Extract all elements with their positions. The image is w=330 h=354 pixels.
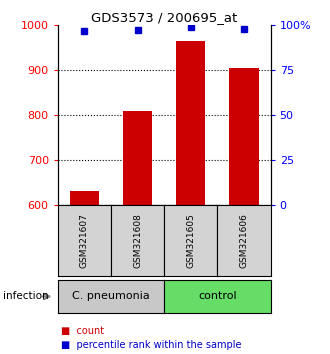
Text: GSM321605: GSM321605 bbox=[186, 213, 195, 268]
Bar bbox=[123, 110, 152, 205]
Text: infection: infection bbox=[3, 291, 49, 302]
Title: GDS3573 / 200695_at: GDS3573 / 200695_at bbox=[91, 11, 237, 24]
Text: GSM321608: GSM321608 bbox=[133, 213, 142, 268]
Text: GSM321606: GSM321606 bbox=[240, 213, 248, 268]
Bar bbox=[229, 68, 259, 205]
Text: ■  percentile rank within the sample: ■ percentile rank within the sample bbox=[61, 340, 242, 350]
Text: GSM321607: GSM321607 bbox=[80, 213, 89, 268]
Text: C. pneumonia: C. pneumonia bbox=[72, 291, 150, 302]
Bar bbox=[176, 41, 205, 205]
Text: control: control bbox=[198, 291, 237, 302]
Bar bbox=[70, 191, 99, 205]
Text: ■  count: ■ count bbox=[61, 326, 104, 336]
